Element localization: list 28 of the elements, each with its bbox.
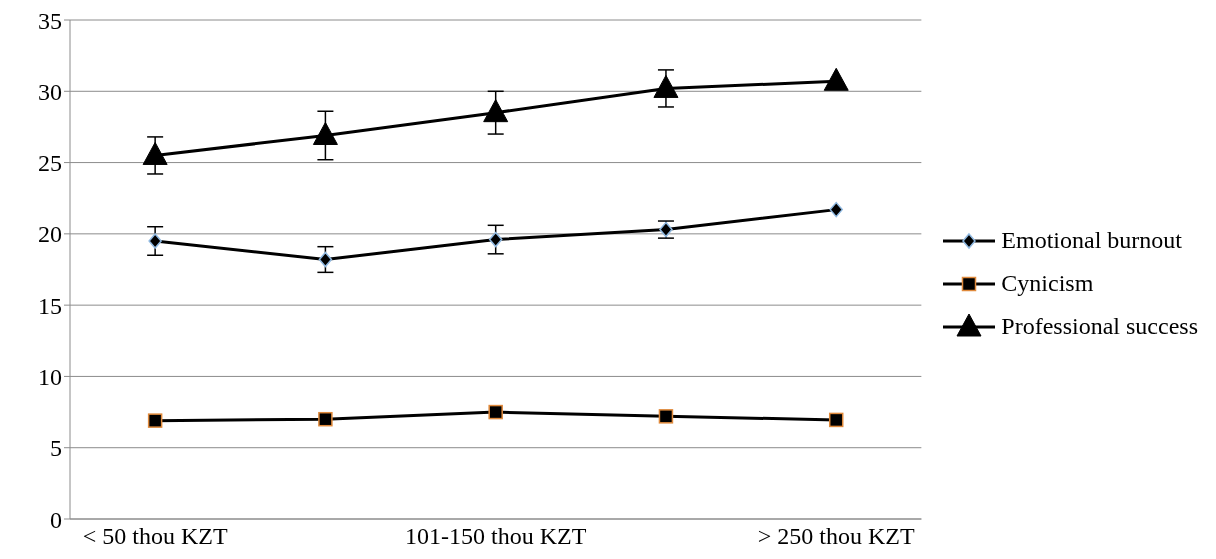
y-tick-label: 15 [38, 292, 62, 319]
x-tick-label: > 250 thou KZT [757, 523, 915, 550]
point [318, 411, 333, 427]
y-tick-label: 25 [38, 150, 62, 177]
x-tick-label: 101-150 thou KZT [405, 523, 587, 550]
point [828, 412, 844, 428]
legend-label: Professional success [1001, 313, 1198, 340]
y-tick-label: 0 [50, 506, 62, 533]
legend-label: Emotional burnout [1001, 227, 1183, 254]
point [142, 141, 168, 165]
y-tick-label: 10 [38, 363, 62, 390]
point [658, 409, 674, 424]
point [483, 99, 509, 123]
y-tick-label: 20 [38, 221, 62, 248]
point [488, 404, 503, 420]
y-tick-label: 35 [38, 7, 62, 34]
point [653, 74, 679, 98]
x-tick-label: < 50 thou KZT [82, 523, 228, 550]
point [318, 251, 333, 268]
y-tick-label: 30 [38, 78, 62, 105]
point [147, 413, 163, 428]
point [829, 201, 843, 218]
point [312, 121, 338, 145]
legend-label: Cynicism [1001, 270, 1094, 297]
point [823, 67, 849, 91]
point [148, 233, 162, 249]
point [488, 231, 503, 248]
y-tick-label: 5 [50, 435, 62, 462]
